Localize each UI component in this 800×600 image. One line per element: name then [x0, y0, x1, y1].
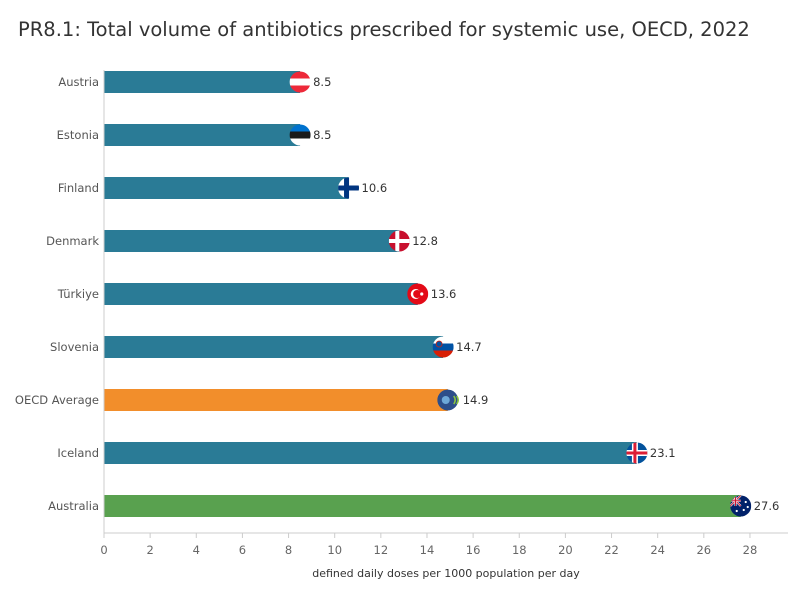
x-tick-label: 12 [374, 543, 389, 557]
chart-title: PR8.1: Total volume of antibiotics presc… [18, 18, 750, 41]
australia-flag-icon [730, 495, 752, 517]
x-tick-label: 10 [327, 543, 342, 557]
x-tick-label: 28 [743, 543, 758, 557]
category-label: Iceland [57, 446, 99, 460]
iceland-flag-icon [626, 442, 648, 464]
oecd-logo-icon [437, 389, 460, 411]
bar [104, 336, 444, 358]
category-label: Australia [48, 499, 99, 513]
bar [104, 230, 400, 252]
category-label: Türkiye [57, 287, 99, 301]
bar-row: Slovenia 14.7 [50, 336, 482, 358]
category-label: Estonia [57, 128, 99, 142]
value-label: 12.8 [412, 234, 438, 248]
category-label: Denmark [46, 234, 99, 248]
austria-flag-icon [289, 71, 311, 93]
value-label: 14.9 [463, 393, 489, 407]
value-label: 8.5 [313, 75, 331, 89]
bars-layer: Austria 8.5 Estonia 8.5 Finland 10.6 Denmark 12… [15, 71, 779, 517]
value-label: 13.6 [431, 287, 457, 301]
turkiye-flag-icon [407, 283, 429, 305]
x-tick-label: 22 [604, 543, 619, 557]
bar [104, 389, 448, 411]
x-axis: 0 2 4 6 8 10 12 14 16 18 20 22 24 26 28 [100, 70, 788, 557]
x-tick-label: 2 [146, 543, 153, 557]
x-tick-label: 20 [558, 543, 573, 557]
bar [104, 495, 741, 517]
x-tick-label: 24 [650, 543, 665, 557]
denmark-flag-icon [388, 230, 410, 252]
value-label: 14.7 [456, 340, 482, 354]
bar-row: Denmark 12.8 [46, 230, 438, 252]
bar [104, 442, 637, 464]
slovenia-flag-icon [432, 336, 454, 358]
bar-row: Austria 8.5 [58, 71, 331, 93]
estonia-flag-icon [289, 124, 311, 146]
bar-row: Australia 27.6 [48, 495, 779, 517]
x-tick-label: 6 [239, 543, 246, 557]
category-label: Finland [58, 181, 99, 195]
x-tick-label: 18 [512, 543, 527, 557]
value-label: 23.1 [650, 446, 676, 460]
bar-row: Türkiye 13.6 [57, 283, 457, 305]
x-tick-label: 26 [696, 543, 711, 557]
x-tick-label: 14 [420, 543, 435, 557]
x-tick-label: 8 [285, 543, 292, 557]
bar-row: OECD Average 14.9 [15, 389, 488, 411]
bar-row: Finland 10.6 [58, 177, 387, 199]
x-tick-label: 4 [193, 543, 200, 557]
value-label: 10.6 [362, 181, 388, 195]
category-label: OECD Average [15, 393, 99, 407]
bar [104, 177, 349, 199]
x-tick-label: 16 [466, 543, 481, 557]
bar-row: Estonia 8.5 [57, 124, 331, 146]
finland-flag-icon [338, 177, 360, 199]
category-label: Slovenia [50, 340, 99, 354]
bar [104, 283, 418, 305]
category-label: Austria [58, 75, 99, 89]
value-label: 27.6 [754, 499, 780, 513]
bar [104, 124, 301, 146]
x-tick-label: 0 [100, 543, 107, 557]
x-axis-title: defined daily doses per 1000 population … [312, 567, 580, 580]
bar [104, 71, 301, 93]
value-label: 8.5 [313, 128, 331, 142]
bar-row: Iceland 23.1 [57, 442, 676, 464]
